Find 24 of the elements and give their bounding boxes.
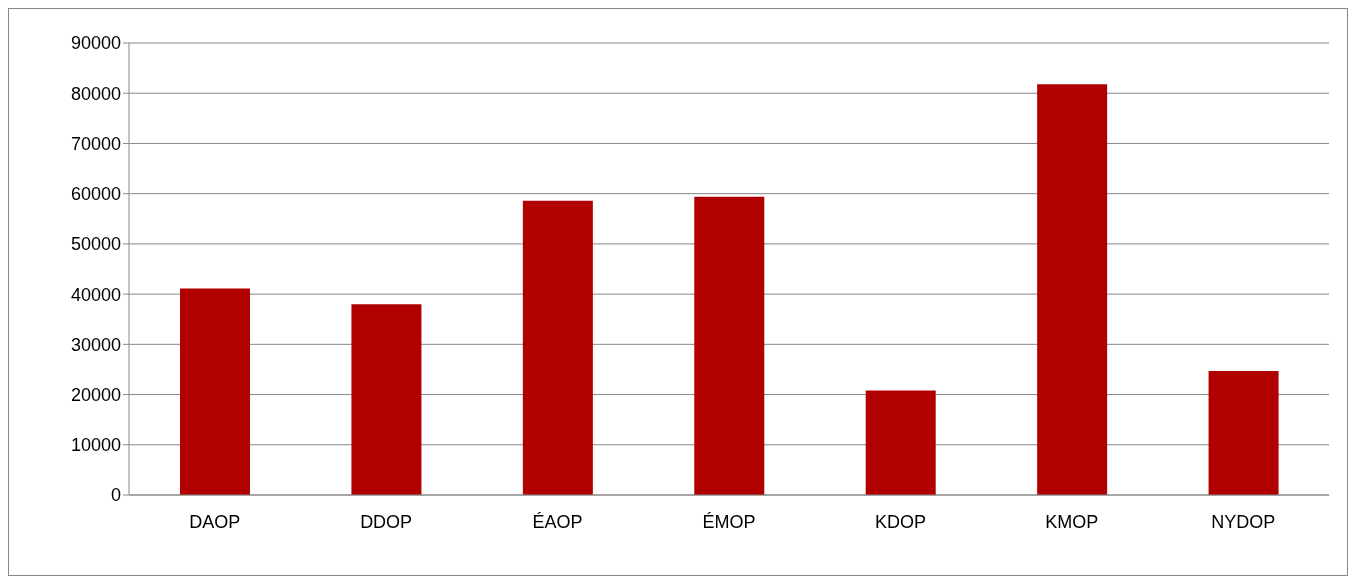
y-tick-label: 20000 <box>70 384 121 405</box>
bar <box>180 288 250 495</box>
bar <box>694 196 765 495</box>
y-tick-label: 80000 <box>70 83 121 104</box>
bar <box>1208 370 1279 495</box>
y-tick-label: 60000 <box>70 184 121 205</box>
bar <box>522 200 593 495</box>
x-tick-label: DDOP <box>360 511 413 532</box>
bar <box>1037 84 1108 495</box>
x-tick-label: NYDOP <box>1211 511 1276 532</box>
y-tick-label: 50000 <box>70 234 121 255</box>
x-tick-label: ÉMOP <box>702 511 756 532</box>
x-tick-label: KDOP <box>874 511 926 532</box>
x-tick-label: DAOP <box>189 511 241 532</box>
y-tick-label: 10000 <box>70 435 121 456</box>
y-tick-label: 70000 <box>70 133 121 154</box>
x-tick-label: ÉAOP <box>532 511 583 532</box>
y-tick-label: 30000 <box>70 334 121 355</box>
y-tick-label: 40000 <box>70 284 121 305</box>
bar <box>865 390 936 495</box>
y-tick-label: 0 <box>110 485 121 506</box>
x-tick-label: KMOP <box>1045 511 1099 532</box>
y-tick-label: 90000 <box>70 33 121 54</box>
bar <box>351 304 422 495</box>
